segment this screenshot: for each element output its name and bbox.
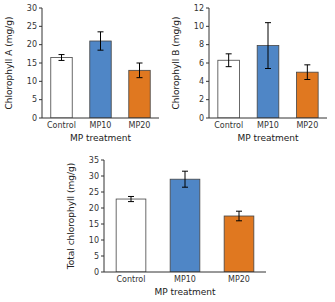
y-tick-label: 6 [199,59,204,68]
y-tick-label: 25 [89,188,99,197]
y-tick-label: 15 [89,220,99,229]
x-axis [42,118,159,119]
bar [224,216,254,272]
y-tick-label: 4 [199,77,204,86]
y-axis [209,8,210,118]
x-axis [104,272,266,273]
x-tick-label: MP20 [228,275,250,284]
y-tick-label: 10 [89,236,99,245]
y-axis [104,160,105,272]
y-tick-label: 12 [194,4,204,13]
error-bar [59,55,65,61]
x-tick-label: Control [214,121,243,130]
chart: 0 2 4 6 8 10 12 Control MP10 MP20 MP treatment Chlo… [171,4,328,144]
figure: 051015202530ControlMP10MP20MP treatmentC… [0,0,335,302]
error-bar [236,211,242,221]
y-tick-label: 10 [194,22,204,31]
error-bar [304,65,310,80]
error-bar [265,23,271,69]
y-tick-label: 30 [27,4,37,13]
y-tick-label: 0 [199,114,204,123]
error-bar [226,54,232,67]
y-tick-label: 8 [199,40,204,49]
y-axis-label: Total chlorophyll (mg/g) [66,163,76,270]
x-axis-label: MP treatment [154,287,216,297]
y-axis-label: Chlorophyll B (mg/g) [171,17,181,110]
plot-area [218,23,318,118]
error-bar [137,63,143,78]
y-tick-label: 30 [89,172,99,181]
y-tick-label: 35 [89,156,99,165]
y-tick-label: 5 [94,252,99,261]
y-tick-label: 15 [27,59,37,68]
error-bar [128,196,134,201]
bar [218,60,240,118]
bar [170,179,200,272]
x-axis-label: MP treatment [237,133,299,143]
y-tick-label: 20 [89,204,99,213]
y-tick-label: 2 [199,95,204,104]
x-tick-label: Control [117,275,146,284]
bar [297,72,319,118]
x-tick-label: MP10 [90,121,112,130]
y-tick-label: 0 [94,268,99,277]
chart: 0 5 10 15 20 25 30 35 Control MP10 MP20 MP treatmen… [66,156,267,298]
x-tick-label: MP10 [174,275,196,284]
error-bar [98,32,104,50]
x-tick-label: MP20 [296,121,318,130]
y-tick-label: 10 [27,77,37,86]
y-axis-label: Chlorophyll A (mg/g) [4,17,14,110]
y-tick-label: 5 [32,95,37,104]
y-tick-label: 25 [27,22,37,31]
y-tick-label: 0 [32,114,37,123]
y-axis [42,8,43,118]
x-tick-label: MP20 [129,121,151,130]
chart: 0 5 10 15 20 25 30 Control MP10 MP20 MP treatment C… [4,4,160,144]
y-tick-label: 20 [27,40,37,49]
bar [90,41,111,118]
plot-area [51,32,150,118]
bar [51,58,72,119]
plot-area [116,171,254,272]
x-tick-label: MP10 [257,121,279,130]
error-bar [182,171,188,187]
x-tick-label: Control [47,121,76,130]
x-axis [209,118,327,119]
x-axis-label: MP treatment [70,133,132,143]
bar [129,70,150,118]
bar [116,199,146,272]
